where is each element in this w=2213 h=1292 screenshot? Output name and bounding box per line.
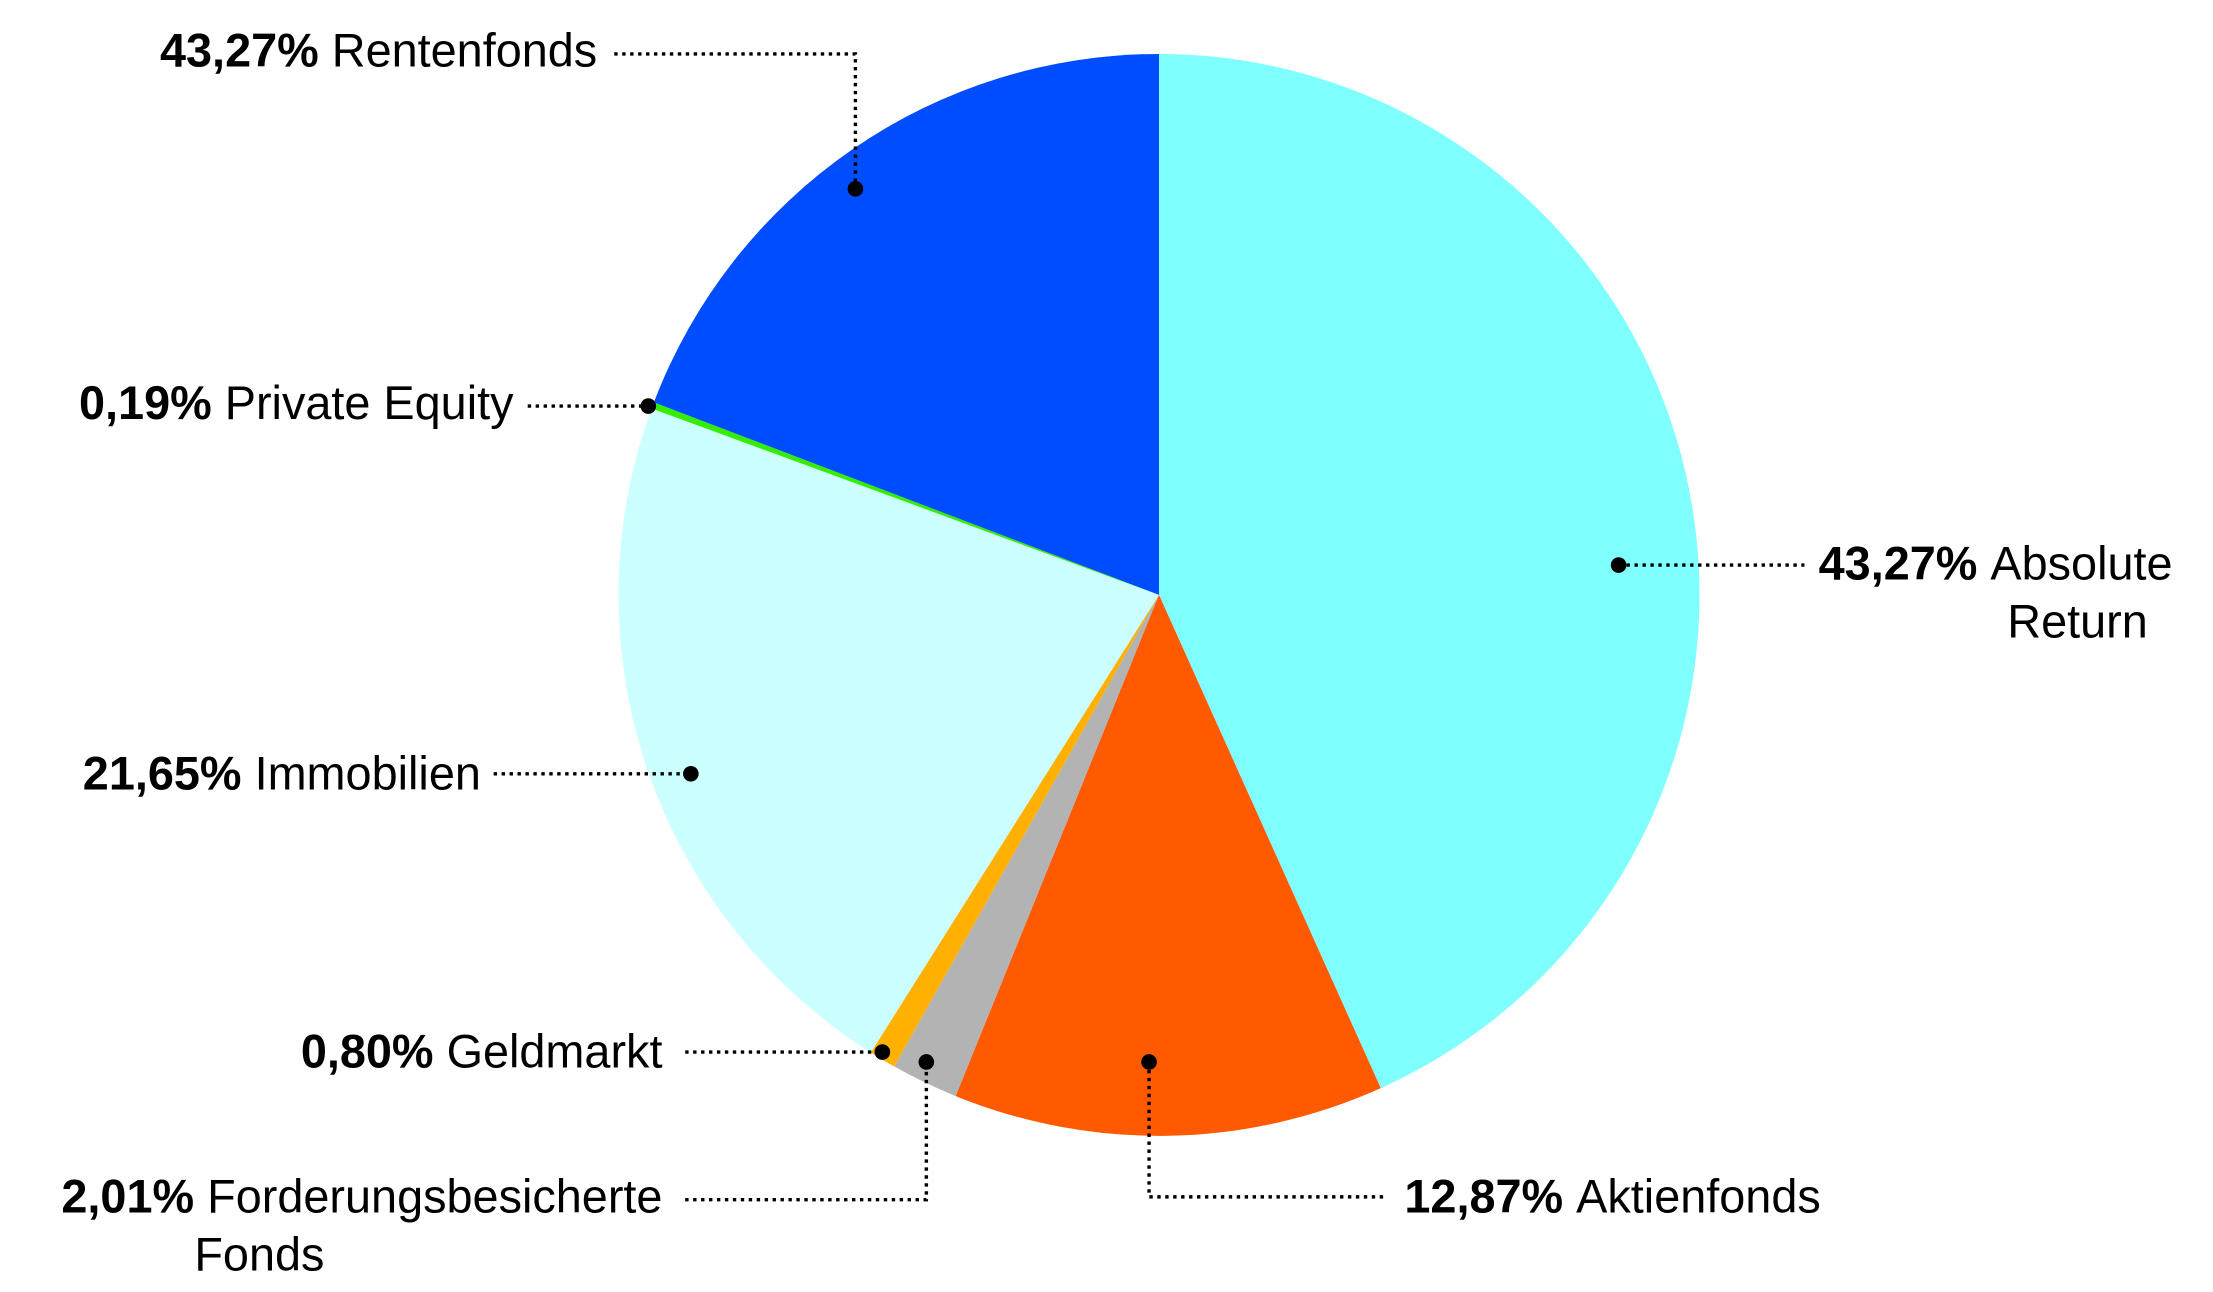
label-aktienfonds: 12,87% Aktienfonds (1404, 1170, 1820, 1222)
pie-slice-rentenfonds (653, 53, 1159, 595)
label-name: Private Equity (225, 377, 514, 429)
label-geldmarkt: 0,80% Geldmarkt (301, 1026, 663, 1078)
label-private-equity: 0,19% Private Equity (79, 377, 514, 429)
pie-slice-forderungsbesicherte-fonds (894, 594, 1159, 1097)
pie-slices (618, 53, 1700, 1136)
label-value: 21,65% (83, 747, 242, 799)
leader-dot-immobilien (683, 765, 699, 782)
pie-slice-aktienfonds (955, 594, 1381, 1136)
leader-dot-geldmarkt (874, 1044, 891, 1060)
leader-dot-private-equity (640, 398, 657, 414)
label-value: 43,27% (1819, 537, 1978, 589)
label-absolute-return-line2: Return (2007, 595, 2148, 647)
label-value: 0,19% (79, 377, 212, 429)
label-value: 12,87% (1404, 1170, 1563, 1222)
leader-dot-rentenfonds (847, 181, 864, 197)
leader-lines (493, 52, 1805, 1202)
label-absolute-return: 43,27% Absolute (1819, 537, 2173, 589)
label-name: Rentenfonds (332, 25, 597, 77)
label-immobilien: 21,65% Immobilien (83, 747, 481, 799)
pie-slice-absolute-return (1158, 53, 1700, 1089)
label-name: Immobilien (255, 747, 481, 799)
label-name: Aktienfonds (1576, 1170, 1821, 1222)
label-value: 0,80% (301, 1026, 434, 1078)
leader-dot-aktienfonds (1141, 1054, 1157, 1070)
label-forderungsbesicherte-line2: Fonds (194, 1229, 324, 1281)
leader-dot-forderungsbesicherte (918, 1054, 935, 1070)
label-rentenfonds: 43,27% Rentenfonds (160, 25, 597, 77)
pie-slice-geldmarkt (870, 594, 1159, 1067)
pie-slice-immobilien (618, 408, 1159, 1053)
leader-dot-absolute-return (1610, 557, 1627, 573)
label-name: Geldmarkt (447, 1026, 663, 1078)
leader-line-forderungsbesicherte (685, 1061, 929, 1202)
label-value: 43,27% (160, 25, 319, 77)
label-value: 2,01% (61, 1170, 194, 1222)
leader-line-rentenfonds (614, 52, 858, 189)
label-name: Forderungsbesicherte (207, 1170, 662, 1222)
label-name: Absolute (1990, 537, 2172, 589)
pie-slice-private-equity (651, 402, 1159, 595)
label-forderungsbesicherte: 2,01% Forderungsbesicherte (61, 1170, 662, 1222)
